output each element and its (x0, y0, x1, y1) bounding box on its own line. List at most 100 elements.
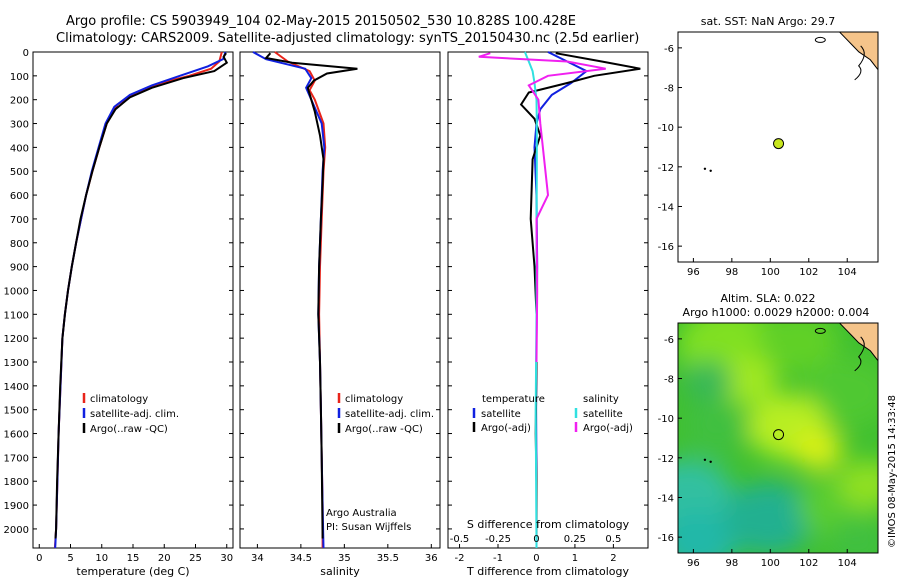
temperature-panel: 0 5 10 15 20 25 30 temperature (deg C) 0 100 200 30… (4, 48, 234, 578)
salinity-xtick-label: 34 (251, 553, 264, 564)
temperature-series-argo---raw--qc- (54, 52, 229, 539)
map_sla-xtick-label: 98 (725, 558, 738, 569)
temperature-series-climatology (53, 51, 223, 549)
temperature-ytick-label: 1000 (4, 286, 29, 297)
temperature-ytick-label: 0 (23, 48, 29, 59)
map_sla-coastline (854, 336, 865, 372)
map_sst-ytick-label: -16 (658, 242, 674, 253)
map_sla-ytick-label: -14 (658, 493, 674, 504)
temperature-frame (32, 51, 234, 549)
sla-map-title: Altim. SLA: 0.022 (720, 292, 815, 305)
sla-blob (838, 460, 878, 508)
differences-xtick-label: -1 (493, 553, 503, 564)
salinity-xtick-label: 35 (338, 553, 351, 564)
sla-field (678, 323, 878, 553)
temperature-legend-label: Argo(..raw -QC) (90, 424, 168, 435)
temperature-ytick-label: 100 (10, 72, 29, 83)
map_sst-ytick-label: -8 (664, 84, 674, 95)
map_sst-ytick-label: -12 (658, 163, 674, 174)
salinity-legend-label: satellite-adj. clim. (345, 409, 434, 420)
sla-blob (718, 356, 778, 405)
map_sla-frame (677, 322, 879, 554)
map_sst-coastline (854, 45, 865, 81)
sla-blob (723, 482, 813, 553)
temperature-ytick-label: 1800 (4, 477, 29, 488)
temperature-ytick-label: 500 (10, 167, 29, 178)
salinity-annotation: PI: Susan Wijffels (326, 522, 411, 533)
difference-top-tick-label: 0 (533, 534, 539, 545)
differences-series-t-satellite (533, 51, 589, 548)
temperature-xtick-label: 5 (67, 553, 73, 564)
differences-series-t-argo--adj- (519, 52, 641, 539)
map_sst-xtick-label: 96 (687, 267, 700, 278)
map_sst-frame (677, 31, 879, 263)
temperature-ytick-label: 700 (10, 215, 29, 226)
temperature-ytick-label: 900 (10, 263, 29, 274)
map_sla-ytick-label: -6 (664, 335, 674, 346)
difference-legend-title-salinity: salinity (583, 394, 619, 405)
temperature-ytick-label: 1300 (4, 358, 29, 369)
salinity-frame (239, 51, 441, 549)
temperature-ytick-label: 200 (10, 96, 29, 107)
temperature-ytick-label: 400 (10, 143, 29, 154)
temperature-xtick-label: 15 (127, 553, 140, 564)
temperature-ytick-label: 1400 (4, 382, 29, 393)
sla-blob (678, 509, 738, 553)
sst-map-title: sat. SST: NaN Argo: 29.7 (701, 15, 835, 28)
temperature-ytick-label: 300 (10, 120, 29, 131)
salinity-series-satellite-adj--clim- (252, 51, 326, 549)
temperature-ytick-label: 1600 (4, 430, 29, 441)
differences-xtick-label: 2 (610, 553, 616, 564)
differences-frame (447, 51, 649, 549)
sla-blob (793, 429, 843, 470)
salinity-xtick-label: 36 (425, 553, 438, 564)
map_sst-island (814, 36, 826, 43)
difference-legend-title-temperature: temperature (482, 394, 545, 405)
temperature-ytick-label: 2000 (4, 525, 29, 536)
salinity-panel: 34 34.5 35 35.5 36 salinity climatology satelli… (239, 51, 441, 578)
map_sla-cocos-island-2 (709, 460, 712, 463)
temperature-xtick-label: 30 (220, 553, 233, 564)
map_sst-ytick-label: -6 (664, 44, 674, 55)
temperature-ytick-label: 1700 (4, 453, 29, 464)
map_sst-cocos-island (703, 167, 707, 171)
sla-blob (683, 360, 733, 401)
salinity-legend-label: climatology (345, 394, 403, 405)
map_sla-float-marker (773, 429, 785, 441)
temperature-ytick-label: 1200 (4, 334, 29, 345)
map_sst-float-marker (773, 138, 785, 150)
map_sla-xtick-label: 96 (687, 558, 700, 569)
temperature-ytick-label: 1100 (4, 310, 29, 321)
temperature-xtick-label: 20 (158, 553, 171, 564)
map_sla-ytick-label: -8 (664, 375, 674, 386)
salinity-annotation: Argo Australia (326, 508, 397, 519)
temperature-series-satellite-adj--clim- (54, 51, 227, 549)
map_sla-island (814, 327, 826, 334)
map_sst-cocos-island-2 (709, 169, 712, 172)
sla-blob (828, 517, 878, 553)
map_sla-ytick-label: -10 (658, 414, 674, 425)
map_sst-ytick-label: -14 (658, 202, 674, 213)
sla-blobs (678, 323, 878, 553)
map_sst-ytick-label: -10 (658, 123, 674, 134)
map_sst-xtick-label: 98 (725, 267, 738, 278)
temperature-ytick-label: 1900 (4, 501, 29, 512)
difference-top-tick-label: -0.5 (450, 534, 470, 545)
temperature-ytick-label: 800 (10, 239, 29, 250)
salinity-legend-label: Argo(..raw -QC) (345, 424, 423, 435)
temperature-ytick-label: 1500 (4, 406, 29, 417)
salinity-xtick-label: 34.5 (290, 553, 312, 564)
salinity-xlabel: salinity (320, 565, 360, 578)
sla-blob (683, 398, 753, 455)
map_sla-ytick-label: -16 (658, 533, 674, 544)
map_sla-xtick-label: 104 (838, 558, 857, 569)
difference-legend-label: satellite (481, 409, 521, 420)
salinity-xtick-label: 35.5 (377, 553, 399, 564)
temperature-xtick-label: 0 (36, 553, 42, 564)
map_sst-xtick-label: 102 (799, 267, 818, 278)
map_sla-xtick-label: 102 (799, 558, 818, 569)
difference-panel: -2 -1 0 1 2T difference from climatology -0.5… (447, 51, 649, 578)
temperature-legend-label: climatology (90, 394, 148, 405)
